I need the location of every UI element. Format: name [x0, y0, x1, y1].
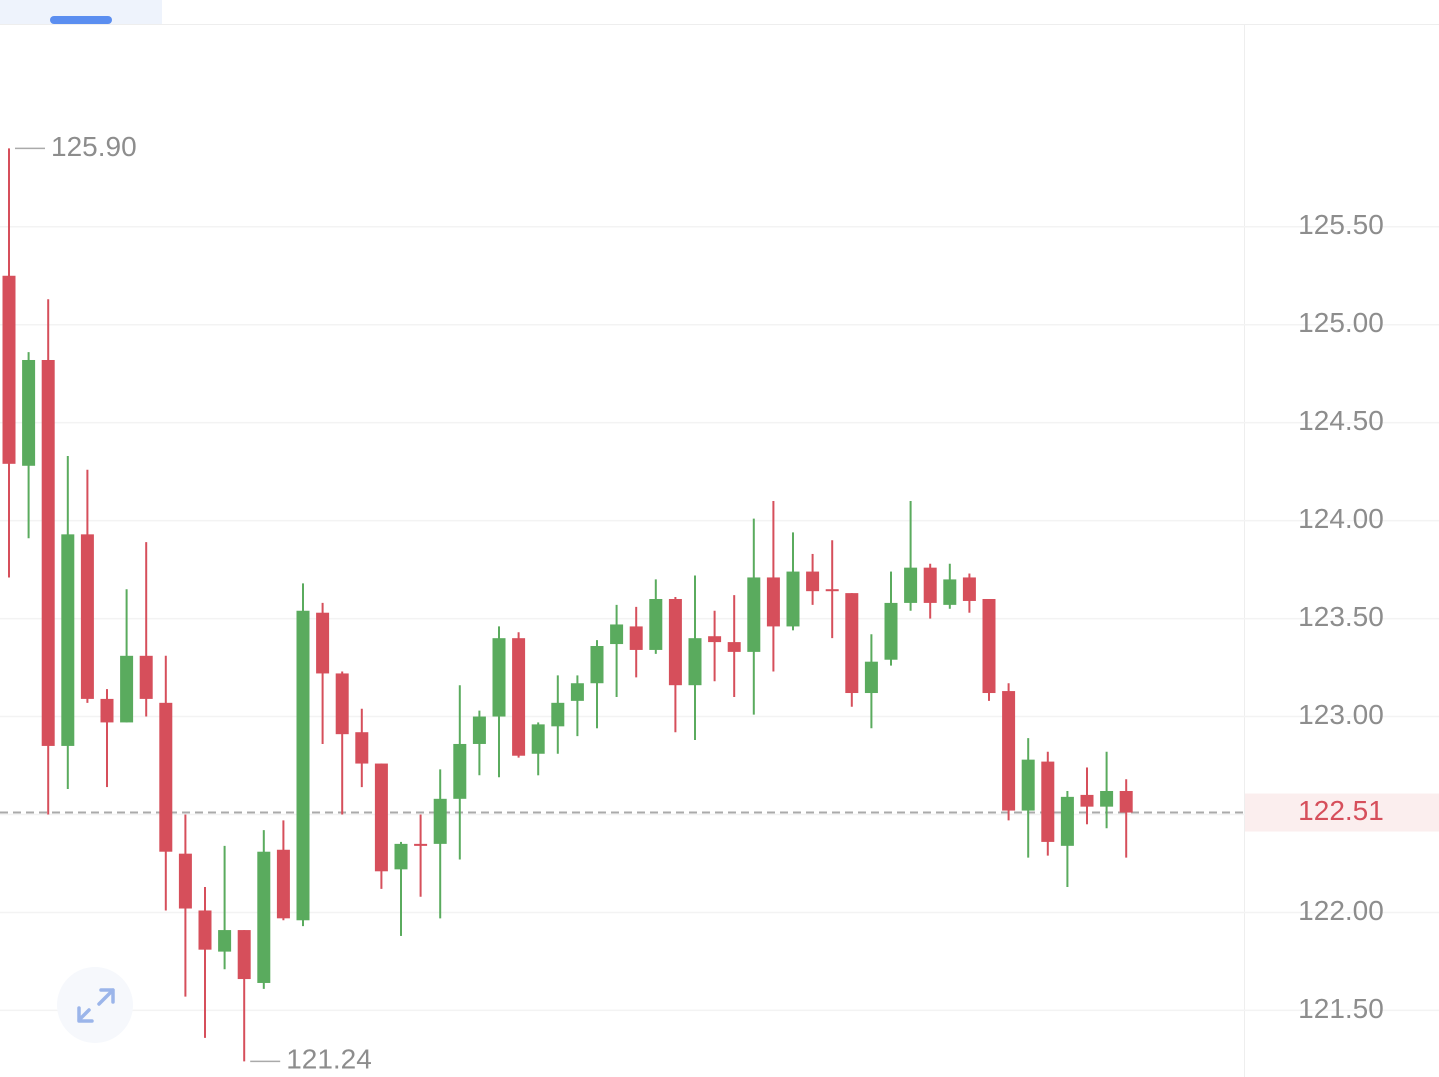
candle-body	[178, 853, 192, 909]
candle-body	[2, 275, 16, 464]
candle-body	[610, 624, 624, 645]
candle-body	[786, 571, 800, 627]
candle-body	[237, 930, 251, 980]
candle-body	[766, 577, 780, 627]
candle-body	[159, 702, 173, 852]
top-bar	[0, 0, 1439, 24]
candle-body	[512, 638, 526, 756]
last-price-box	[1245, 793, 1439, 832]
candle-body	[649, 598, 663, 650]
candle-body	[414, 843, 428, 846]
candle-body	[708, 636, 722, 643]
candle-body	[1060, 796, 1074, 846]
candle-body	[825, 589, 839, 592]
y-tick-label: 121.50	[1298, 993, 1384, 1024]
candle-body	[845, 593, 859, 694]
candle-body	[296, 610, 310, 921]
candle-body	[394, 843, 408, 870]
candle-body	[1041, 761, 1055, 842]
candle-body	[472, 716, 486, 744]
last-price-label: 122.51	[1298, 795, 1384, 826]
candle-body	[923, 567, 937, 603]
candle-body	[1119, 790, 1133, 813]
candle-body	[1080, 794, 1094, 807]
candle-body	[531, 724, 545, 754]
candle-body	[590, 646, 604, 684]
expand-icon	[77, 988, 115, 1023]
candle-body	[668, 598, 682, 686]
candle-body	[904, 567, 918, 603]
tab-indicator	[50, 16, 112, 24]
candle-body	[100, 698, 114, 723]
candle-body	[218, 930, 232, 952]
candle-body	[551, 702, 565, 727]
y-tick-label: 123.50	[1298, 601, 1384, 632]
y-tick-label: 125.50	[1298, 209, 1384, 240]
y-tick-label: 125.00	[1298, 307, 1384, 338]
candle-body	[1021, 759, 1035, 811]
candle-body	[120, 655, 134, 723]
expand-button[interactable]	[57, 967, 133, 1043]
candle-body	[727, 642, 741, 652]
y-tick-label: 124.00	[1298, 503, 1384, 534]
candle-body	[198, 910, 212, 950]
candle-body	[22, 359, 36, 466]
candle-body	[747, 577, 761, 652]
candle-body	[374, 763, 388, 872]
y-tick-label: 123.00	[1298, 699, 1384, 730]
candle-body	[884, 602, 898, 660]
candle-body	[864, 661, 878, 694]
candle-body	[316, 612, 330, 674]
y-tick-label: 124.50	[1298, 405, 1384, 436]
candle-body	[335, 673, 349, 735]
max-marker-label: 125.90	[51, 131, 137, 162]
candle-body	[982, 598, 996, 694]
plot: 121.50 122.00 123.00 123.50 124.00 124.50 125.…	[0, 131, 1439, 1075]
candle-body	[492, 638, 506, 717]
y-tick-label: 122.00	[1298, 895, 1384, 926]
min-marker-label: 121.24	[286, 1044, 372, 1075]
candle-body	[80, 534, 94, 699]
candle-body	[962, 577, 976, 601]
expand-circle[interactable]	[57, 967, 133, 1043]
candle-body	[257, 851, 271, 983]
candle-body	[276, 849, 290, 919]
candle-body	[943, 579, 957, 605]
candle-body	[433, 798, 447, 844]
candle-body	[570, 683, 584, 701]
candle-body	[629, 626, 643, 650]
candle-body	[1002, 691, 1016, 811]
candle-body	[41, 359, 55, 746]
candle-body	[61, 534, 75, 746]
candle-body	[806, 571, 820, 592]
candle-body	[355, 732, 369, 764]
candle-body	[688, 638, 702, 686]
candle-body	[453, 743, 467, 799]
candle-body	[1100, 790, 1114, 807]
candle-body	[139, 655, 153, 699]
